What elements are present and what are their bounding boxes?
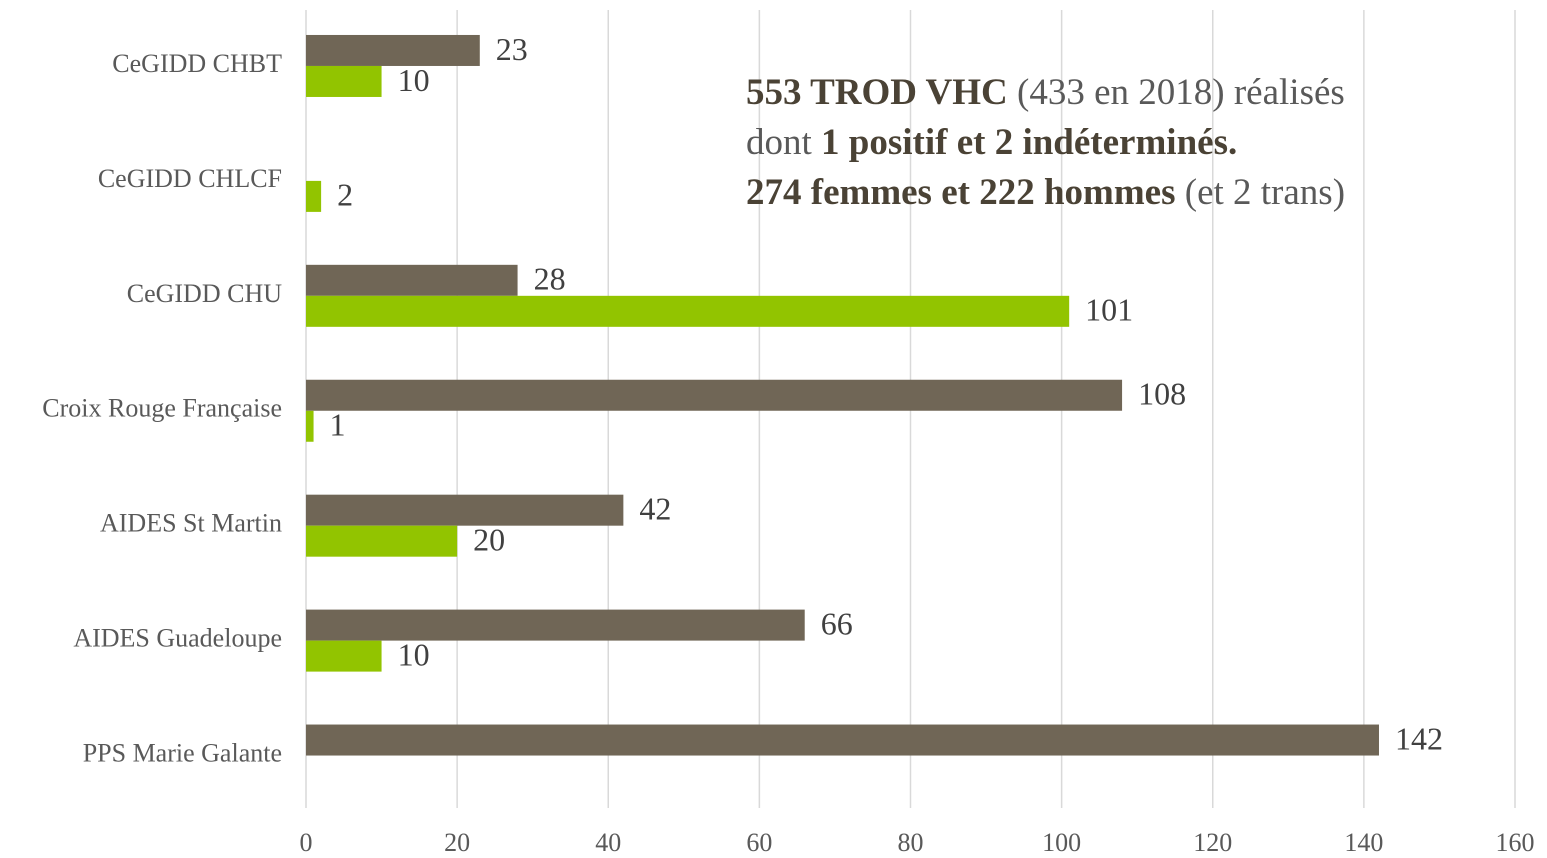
value-label: 108 (1138, 376, 1186, 412)
bar (306, 264, 518, 296)
value-label: 20 (473, 522, 505, 558)
bar (306, 525, 458, 557)
category-label: CeGIDD CHU (127, 279, 282, 308)
bar (306, 295, 1070, 327)
x-tick-label: 60 (746, 828, 772, 857)
annotation: 553 TROD VHC (433 en 2018) réalisés dont … (746, 72, 1345, 213)
bar (306, 379, 1123, 411)
value-label: 2 (337, 177, 353, 213)
annotation-text: 274 femmes et 222 hommes (746, 172, 1176, 213)
category-label: CeGIDD CHLCF (98, 164, 282, 193)
bar (306, 65, 382, 97)
annotation-text: 553 TROD VHC (746, 72, 1008, 113)
x-tick-label: 140 (1344, 828, 1383, 857)
x-tick-label: 20 (444, 828, 470, 857)
bar (306, 494, 624, 526)
category-label: AIDES Guadeloupe (73, 624, 282, 653)
bar (306, 180, 322, 212)
category-label: AIDES St Martin (100, 509, 282, 538)
bar (306, 410, 314, 442)
bar (306, 724, 1379, 756)
bar (306, 640, 382, 672)
x-tick-label: 120 (1193, 828, 1232, 857)
category-label: PPS Marie Galante (83, 739, 282, 768)
x-tick-label: 0 (300, 828, 313, 857)
value-label: 42 (639, 491, 671, 527)
annotation-text: (433 en 2018) réalisés (1008, 72, 1345, 113)
category-label: Croix Rouge Française (42, 394, 282, 423)
annotation-text: (et 2 trans) (1176, 172, 1346, 213)
x-tick-label: 100 (1042, 828, 1081, 857)
bar (306, 34, 480, 66)
x-tick-label: 80 (898, 828, 924, 857)
value-label: 101 (1085, 292, 1133, 328)
value-label: 142 (1395, 720, 1443, 756)
value-label: 10 (398, 636, 430, 672)
category-label: CeGIDD CHBT (112, 49, 282, 78)
value-label: 23 (496, 31, 528, 67)
x-tick-label: 40 (595, 828, 621, 857)
annotation-text: dont (746, 122, 821, 163)
value-label: 28 (534, 261, 566, 297)
value-label: 10 (398, 62, 430, 98)
value-label: 1 (330, 407, 346, 443)
annotation-text: 1 positif et 2 indéterminés. (821, 122, 1237, 163)
x-tick-label: 160 (1496, 828, 1535, 857)
value-label: 66 (821, 605, 853, 641)
bar (306, 609, 805, 641)
